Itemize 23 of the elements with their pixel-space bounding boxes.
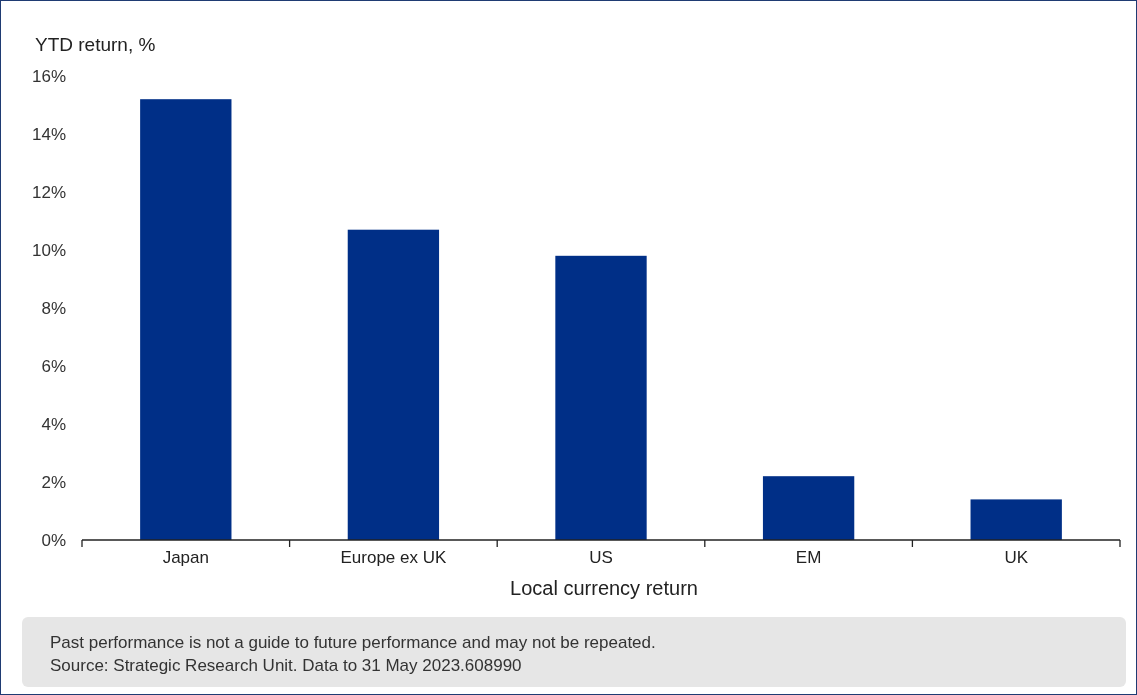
- x-tick-label: Europe ex UK: [340, 548, 447, 567]
- bar: [762, 476, 855, 540]
- y-tick-label: 6%: [41, 356, 66, 376]
- bar: [970, 499, 1062, 540]
- bar: [555, 255, 647, 540]
- x-tick-label: US: [589, 548, 613, 567]
- y-tick-label: 16%: [31, 66, 66, 86]
- x-axis-title: Local currency return: [510, 577, 698, 599]
- x-tick-label: UK: [1004, 548, 1029, 567]
- bar: [347, 229, 440, 540]
- y-tick-label: 2%: [41, 472, 66, 492]
- bar: [140, 99, 232, 540]
- y-tick-label: 14%: [31, 124, 66, 144]
- y-tick-label: 0%: [41, 530, 66, 550]
- y-tick-label: 4%: [41, 414, 66, 434]
- y-tick-label: 10%: [31, 240, 66, 260]
- y-tick-label: 8%: [41, 298, 66, 318]
- y-tick-label: 12%: [31, 182, 66, 202]
- x-tick-label: Japan: [162, 548, 209, 567]
- y-axis-title: YTD return, %: [35, 34, 156, 55]
- text: Past performance is not a guide to future performance and may not be repeated.: [50, 633, 656, 652]
- x-tick-label: EM: [795, 548, 822, 567]
- source-note: Source: Strategic Research Unit. Data to 31 May 2023.608990: [50, 656, 522, 675]
